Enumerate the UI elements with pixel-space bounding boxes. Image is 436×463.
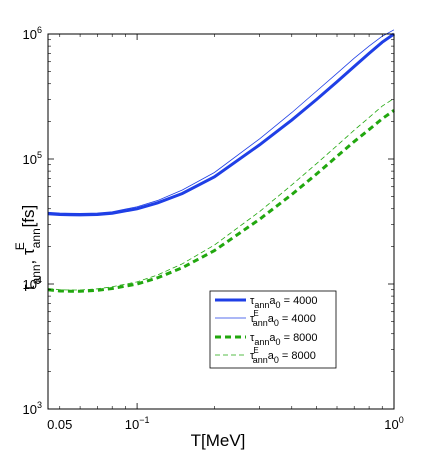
y-tick-label: 104 xyxy=(23,275,42,292)
y-axis-label-text: τann, τannE [fs] xyxy=(13,205,43,291)
x-tick-label: 100 xyxy=(384,415,403,432)
legend-label-2: τE anna0 = 4000 xyxy=(250,309,316,328)
plot-frame xyxy=(47,33,395,410)
x-tick-label: 0.05 xyxy=(47,417,72,432)
plot-lines xyxy=(47,29,395,293)
y-tick-label: 103 xyxy=(23,400,42,417)
tick-labels: 103 104 105 106 0.05 10−1 100 xyxy=(23,25,404,432)
y-tick-label: 105 xyxy=(23,150,42,167)
y-tick-label: 106 xyxy=(23,25,42,42)
series-line-4 xyxy=(47,98,395,291)
legend-label-1: τanna0 = 4000 xyxy=(250,295,318,310)
y-axis-label: τann, τannE [fs] xyxy=(13,205,43,291)
series-line-2 xyxy=(47,29,395,214)
legend-label-3: τanna0 = 8000 xyxy=(250,332,318,347)
series-line-3 xyxy=(47,109,395,293)
series-line-1 xyxy=(47,32,395,217)
axis-ticks xyxy=(48,33,395,410)
x-tick-label: 10−1 xyxy=(125,415,150,432)
legend-label-4: τE anna0 = 8000 xyxy=(250,346,316,365)
x-axis-label: T[MeV] xyxy=(191,431,246,450)
